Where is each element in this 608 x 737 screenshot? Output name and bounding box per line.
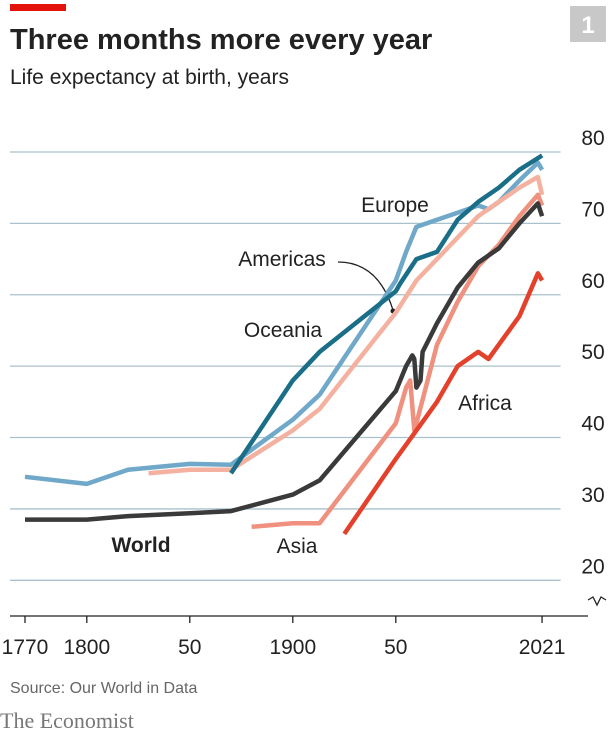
x-tick-label: 1770 [2, 636, 49, 659]
series-line [148, 174, 545, 476]
series-line [342, 271, 545, 536]
y-tick-label: 40 [581, 413, 604, 436]
series-label: Asia [277, 535, 318, 558]
x-tick-label: 1800 [63, 636, 110, 659]
x-tick-label: 1900 [269, 636, 316, 659]
series-label: Europe [361, 194, 429, 217]
x-tick-label: 50 [178, 636, 201, 659]
y-tick-label: 70 [581, 198, 604, 221]
brand: The Economist [0, 708, 134, 733]
chart-subtitle: Life expectancy at birth, years [10, 66, 289, 89]
y-tick-label: 50 [581, 341, 604, 364]
series-line [25, 201, 545, 522]
annotation-pointer [337, 261, 394, 311]
y-tick-label: 30 [581, 484, 604, 507]
y-tick-label: 20 [581, 555, 604, 578]
x-tick-label: 2021 [519, 636, 566, 659]
x-tick-label: 50 [384, 636, 407, 659]
axis-break [587, 596, 607, 607]
series-label: Africa [458, 392, 512, 415]
brand-bar [10, 4, 66, 11]
source: Source: Our World in Data [10, 680, 197, 697]
y-tick-label: 80 [581, 127, 604, 150]
series-line [251, 192, 545, 530]
series-label: World [111, 534, 170, 557]
figure-number: 1 [581, 12, 594, 39]
chart-title: Three months more every year [10, 24, 432, 56]
series-line [229, 153, 544, 475]
series-label: Americas [238, 248, 326, 271]
figure-badge [570, 6, 606, 42]
series-label: Oceania [244, 319, 323, 342]
y-tick-label: 60 [581, 270, 604, 293]
